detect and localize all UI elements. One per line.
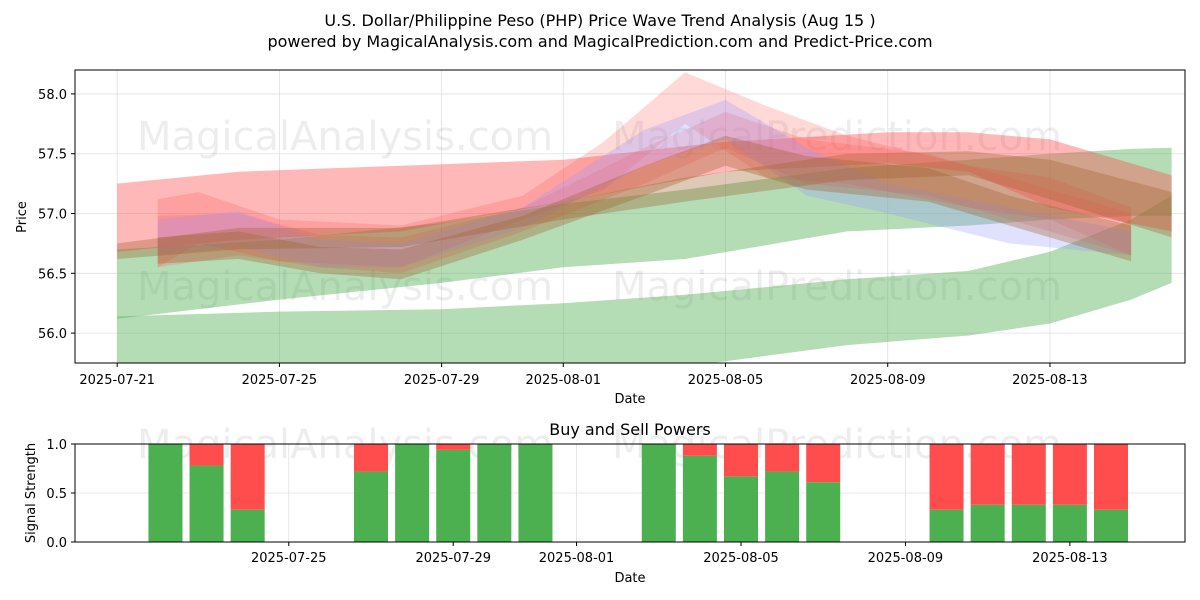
sell-bar xyxy=(1011,444,1046,505)
buy-bar xyxy=(970,504,1005,542)
sell-bar xyxy=(1052,444,1087,505)
brown-band xyxy=(157,135,1132,280)
buy-bar xyxy=(477,444,512,542)
bars-group xyxy=(148,444,1128,542)
sell-bar xyxy=(970,444,1005,505)
bands-group xyxy=(117,72,1172,363)
sell-bar xyxy=(929,444,964,510)
buy-bar xyxy=(436,449,471,542)
watermark: MagicalAnalysis.com xyxy=(137,264,553,310)
green-band xyxy=(117,195,1172,363)
buy-bar xyxy=(189,465,224,542)
x-tick-label: 2025-07-29 xyxy=(415,551,491,566)
x-tick-label: 2025-07-29 xyxy=(404,373,480,388)
sell-bar xyxy=(806,444,841,483)
x-tick-label: 2025-08-05 xyxy=(688,373,764,388)
buy-bar xyxy=(806,482,841,542)
y-tick-label: 57.5 xyxy=(38,148,67,163)
buy-bar xyxy=(518,444,553,542)
y-tick-label: 57.0 xyxy=(38,208,67,223)
watermark: MagicalAnalysis.com xyxy=(137,114,553,160)
sell-bar xyxy=(436,444,471,450)
chart-title-line1: U.S. Dollar/Philippine Peso (PHP) Price … xyxy=(324,11,875,30)
blue-band xyxy=(157,99,1132,268)
buy-bar xyxy=(929,509,964,542)
watermark: MagicalPrediction.com xyxy=(612,264,1062,310)
buy-bar xyxy=(724,476,758,542)
y-tick-label: 0.0 xyxy=(46,536,67,551)
brown-band xyxy=(117,151,1172,259)
sell-bar xyxy=(682,444,717,456)
red-band xyxy=(117,132,1172,252)
buy-bar xyxy=(1094,509,1128,542)
bottom-ylabel: Signal Strength xyxy=(24,443,39,543)
buy-bar xyxy=(148,444,183,542)
x-tick-label: 2025-07-21 xyxy=(79,373,155,388)
buy-bar xyxy=(641,444,676,542)
buy-bar xyxy=(765,471,800,542)
price-panel: MagicalAnalysis.com MagicalPrediction.com… xyxy=(38,69,1186,388)
bottom-chart-title: Buy and Sell Powers xyxy=(549,420,711,439)
green-band xyxy=(117,147,1172,319)
bottom-xlabel: Date xyxy=(614,571,645,586)
x-tick-label: 2025-08-01 xyxy=(526,373,602,388)
watermark: MagicalPrediction.com xyxy=(612,114,1062,160)
buy-bar xyxy=(230,509,265,542)
chart-title-line2: powered by MagicalAnalysis.com and Magic… xyxy=(267,32,932,51)
y-tick-label: 56.0 xyxy=(38,327,67,342)
x-tick-label: 2025-08-09 xyxy=(850,373,926,388)
buy-bar xyxy=(395,444,430,542)
y-tick-label: 1.0 xyxy=(46,438,67,453)
x-tick-label: 2025-07-25 xyxy=(251,551,327,566)
signal-panel: MagicalAnalysis.comMagicalPrediction.com… xyxy=(46,422,1186,566)
sell-bar xyxy=(354,444,388,472)
sell-bar xyxy=(189,444,224,466)
top-ylabel: Price xyxy=(15,201,30,233)
red-band xyxy=(157,72,1132,268)
top-xlabel: Date xyxy=(614,392,645,407)
red-band xyxy=(157,111,1132,274)
buy-bar xyxy=(1052,504,1087,542)
x-tick-label: 2025-08-05 xyxy=(703,551,779,566)
buy-bar xyxy=(354,471,388,542)
buy-bar xyxy=(682,455,717,542)
x-tick-label: 2025-08-01 xyxy=(539,551,615,566)
buy-bar xyxy=(1011,504,1046,542)
sell-bar xyxy=(765,444,800,472)
x-tick-label: 2025-08-13 xyxy=(1032,551,1108,566)
sell-bar xyxy=(724,444,758,477)
y-tick-label: 56.5 xyxy=(38,267,67,282)
y-tick-label: 58.0 xyxy=(38,88,67,103)
x-tick-label: 2025-08-09 xyxy=(868,551,944,566)
y-tick-label: 0.5 xyxy=(46,487,67,502)
price-panel-frame xyxy=(74,69,1186,364)
sell-bar xyxy=(230,444,265,510)
x-tick-label: 2025-08-13 xyxy=(1012,373,1088,388)
x-tick-label: 2025-07-25 xyxy=(242,373,318,388)
sell-bar xyxy=(1094,444,1128,510)
